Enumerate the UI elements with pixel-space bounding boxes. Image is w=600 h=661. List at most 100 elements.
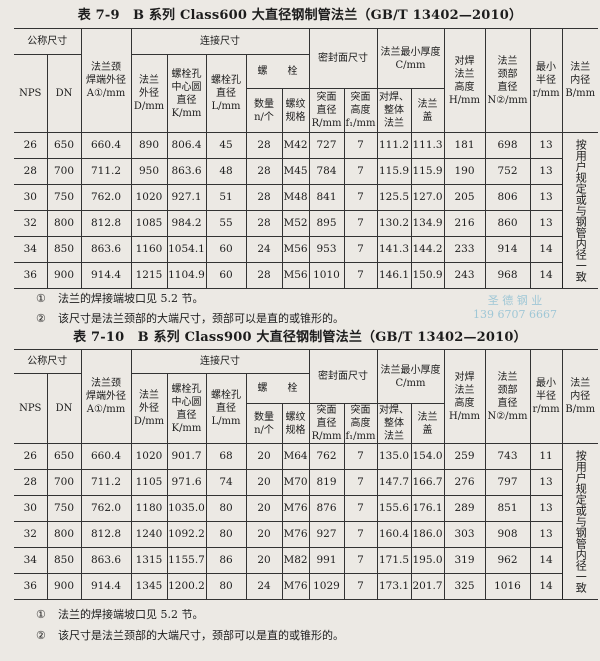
table-cell: 743: [484, 443, 531, 470]
table-cell: 700: [46, 469, 82, 496]
table-cell: 60: [205, 236, 247, 263]
table-cell: 181: [443, 132, 486, 159]
table-cell: 13: [529, 184, 562, 211]
table-cell: 812.8: [80, 210, 132, 237]
table-cell: 190: [443, 158, 486, 185]
table-row: 32 800 812.8 1240 1092.2 80 20 M76 927 7 160.4 186.…: [14, 521, 598, 548]
table-cell: 850: [46, 236, 82, 263]
table-cell: 914.4: [80, 573, 132, 600]
table-cell: 24: [245, 236, 283, 263]
table-cell: 160.4: [376, 521, 412, 548]
table-cell: 7: [343, 547, 378, 574]
table-cell: 762: [308, 443, 345, 470]
column-header-k: 螺栓孔 中心圆 直径 K/mm: [166, 373, 207, 444]
table-cell: 7: [343, 210, 378, 237]
table-cell: 660.4: [80, 132, 132, 159]
table-cell: 51: [205, 184, 247, 211]
table-cell: 34: [14, 547, 48, 574]
table-cell: 28: [245, 184, 283, 211]
table-cell: 28: [245, 262, 283, 289]
table-cell: 953: [308, 236, 345, 263]
table-cell: 7: [343, 495, 378, 522]
table-cell: 166.7: [410, 469, 445, 496]
table-cell: 1035.0: [166, 495, 207, 522]
table-cell: 13: [529, 469, 562, 496]
table-cell: 7: [343, 132, 378, 159]
header-row: NPS DN 法兰 外径 D/mm 螺栓孔 中心圆 直径 K/mm 螺栓孔 直径 L/m…: [14, 54, 598, 133]
table-cell: 1054.1: [166, 236, 207, 263]
flange-table-class900: 公称尺寸 法兰颈 焊端外径 A①/mm 连接尺寸 密封面尺寸 法兰最小厚度 C/mm 对焊…: [14, 349, 598, 600]
column-header-dn: DN: [46, 373, 82, 444]
table-cell: 1085: [130, 210, 168, 237]
column-header-c-weld: 对焊、 整体 法兰: [376, 403, 412, 444]
column-header-n: 数量 n/个: [246, 88, 283, 133]
table-cell: 812.8: [80, 521, 132, 548]
table-cell: 800: [46, 521, 82, 548]
table-cell: 276: [443, 469, 486, 496]
table-cell: 800: [46, 210, 82, 237]
table-cell: 28: [245, 158, 283, 185]
table-cell: M76: [281, 521, 310, 548]
table-cell: 984.2: [166, 210, 207, 237]
column-header-a: 法兰颈 焊端外径 A①/mm: [80, 349, 132, 444]
table-cell: 797: [484, 469, 531, 496]
table-cell: 1315: [130, 547, 168, 574]
table-row: 34 850 863.6 1160 1054.1 60 24 M56 953 7 141.3 144.…: [14, 236, 598, 263]
table-cell: 36: [14, 262, 48, 289]
table-cell: 144.2: [410, 236, 445, 263]
table-cell: 851: [484, 495, 531, 522]
table-cell: 186.0: [410, 521, 445, 548]
table-cell: 1155.7: [166, 547, 207, 574]
table-cell: 80: [205, 573, 247, 600]
table-cell: 147.7: [376, 469, 412, 496]
table-cell: 20: [245, 521, 283, 548]
bore-note-cell: 按用户规定或与钢管内径一致: [561, 132, 598, 289]
table-cell: 1160: [130, 236, 168, 263]
table-cell: M64: [281, 443, 310, 470]
table-cell: 860: [484, 210, 531, 237]
table-cell: 13: [529, 158, 562, 185]
table-cell: 863.6: [80, 547, 132, 574]
column-header-bore: 法兰 内径 B/mm: [561, 349, 598, 444]
table-cell: 784: [308, 158, 345, 185]
table-cell: 20: [245, 443, 283, 470]
table-cell: 26: [14, 443, 48, 470]
table-cell: 205: [443, 184, 486, 211]
column-header-connection: 连接尺寸: [130, 349, 310, 374]
table-cell: 28: [245, 132, 283, 159]
column-header-dn: DN: [46, 54, 82, 133]
table-cell: 968: [484, 262, 531, 289]
table-row: 26 650 660.4 1020 901.7 68 20 M64 762 7 135.0 154.0…: [14, 443, 598, 600]
table-row: 34 850 863.6 1315 1155.7 86 20 M82 991 7 171.5 195.…: [14, 547, 598, 574]
table-cell: 115.9: [410, 158, 445, 185]
table-cell: 927: [308, 521, 345, 548]
table-cell: 171.5: [376, 547, 412, 574]
table-cell: 841: [308, 184, 345, 211]
table-cell: M76: [281, 573, 310, 600]
table-cell: 28: [245, 210, 283, 237]
table-cell: 660.4: [80, 443, 132, 470]
table-cell: M45: [281, 158, 310, 185]
table-cell: 154.0: [410, 443, 445, 470]
table-cell: 1092.2: [166, 521, 207, 548]
table-cell: 14: [529, 262, 562, 289]
table-cell: 7: [343, 236, 378, 263]
table-cell: 1105: [130, 469, 168, 496]
table-cell: M52: [281, 210, 310, 237]
table-cell: 895: [308, 210, 345, 237]
table-cell: 30: [14, 184, 48, 211]
table-cell: 36: [14, 573, 48, 600]
table-cell: 1104.9: [166, 262, 207, 289]
table-cell: 1345: [130, 573, 168, 600]
column-header-nps: NPS: [14, 54, 48, 133]
table-cell: 134.9: [410, 210, 445, 237]
table-cell: 850: [46, 547, 82, 574]
table-cell: 127.0: [410, 184, 445, 211]
column-header-seal: 密封面尺寸: [308, 349, 378, 404]
column-header-neck: 法兰 颈部 直径 N②/mm: [484, 28, 531, 133]
table-cell: 7: [343, 443, 378, 470]
column-header-f1: 突面 高度 f₁/mm: [343, 88, 378, 133]
table-title: 表 7-9 B 系列 Class600 大直径钢制管法兰（GB/T 13402—…: [77, 8, 523, 23]
column-header-c-weld: 对焊、 整体 法兰: [376, 88, 412, 133]
column-header-thickness: 法兰最小厚度 C/mm: [376, 349, 445, 404]
